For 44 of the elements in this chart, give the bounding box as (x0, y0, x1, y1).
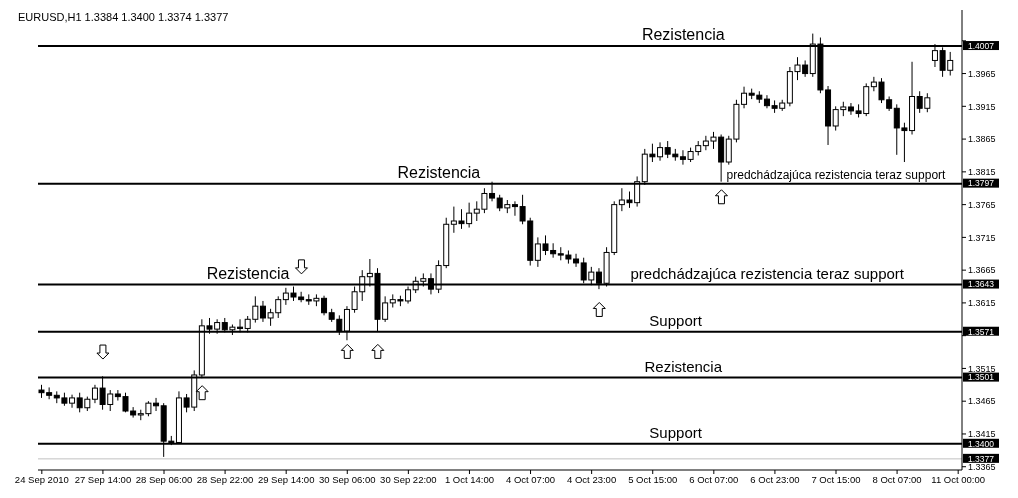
chart-title: EURUSD,H1 1.3384 1.3400 1.3374 1.3377 (18, 11, 229, 23)
ref-line-label: 1.3797 (968, 178, 995, 189)
y-tick-label: 1.3765 (968, 199, 996, 210)
y-tick-label: 1.3365 (968, 461, 996, 472)
ref-line-label: 1.3377 (968, 453, 995, 464)
annotation: Rezistencia (644, 357, 723, 375)
x-tick-label: 28 Sep 22:00 (196, 473, 254, 485)
x-tick-label: 4 Oct 23:00 (567, 473, 617, 485)
x-tick-label: 30 Sep 22:00 (380, 473, 437, 485)
y-tick-label: 1.3915 (968, 101, 996, 112)
annotation: Rezistencia (397, 163, 481, 181)
x-tick-label: 7 Oct 15:00 (811, 473, 861, 485)
x-tick-label: 29 Sep 14:00 (257, 473, 315, 485)
x-tick-label: 24 Sep 2010 (14, 473, 69, 485)
ref-line-label: 1.3501 (968, 372, 995, 383)
x-tick-label: 1 Oct 14:00 (444, 473, 495, 485)
y-tick-label: 1.3965 (968, 68, 996, 79)
y-tick-label: 1.3815 (968, 167, 996, 178)
x-tick-label: 30 Sep 06:00 (319, 473, 376, 485)
annotation: Support (649, 311, 703, 329)
x-tick-label: 4 Oct 07:00 (505, 473, 556, 485)
y-tick-label: 1.3865 (968, 134, 996, 145)
y-tick-label: 1.3715 (968, 232, 996, 243)
annotation: predchádzajúca rezistencia teraz support (726, 167, 947, 182)
x-tick-label: 6 Oct 23:00 (750, 473, 800, 485)
annotation: Rezistencia (206, 264, 290, 282)
x-tick-label: 28 Sep 06:00 (135, 473, 193, 485)
annotation: predchádzajúca rezistencia teraz support (630, 264, 905, 282)
ref-line-label: 1.4007 (968, 40, 995, 51)
ref-line-label: 1.3571 (968, 326, 995, 337)
annotation: Support (649, 423, 703, 441)
x-tick-label: 6 Oct 07:00 (689, 473, 739, 485)
ref-line-label: 1.3643 (968, 279, 995, 290)
y-tick-label: 1.3515 (968, 363, 996, 374)
annotation: Rezistencia (641, 26, 725, 44)
y-tick-label: 1.3665 (968, 265, 996, 276)
ref-line-label: 1.3400 (968, 438, 995, 449)
y-tick-label: 1.3415 (968, 429, 996, 440)
x-tick-label: 5 Oct 15:00 (628, 473, 678, 485)
x-tick-label: 11 Oct 00:00 (931, 473, 986, 485)
x-tick-label: 8 Oct 07:00 (872, 473, 922, 485)
y-tick-label: 1.3615 (968, 298, 996, 309)
x-tick-label: 27 Sep 14:00 (74, 473, 132, 485)
y-tick-label: 1.3465 (968, 396, 996, 407)
